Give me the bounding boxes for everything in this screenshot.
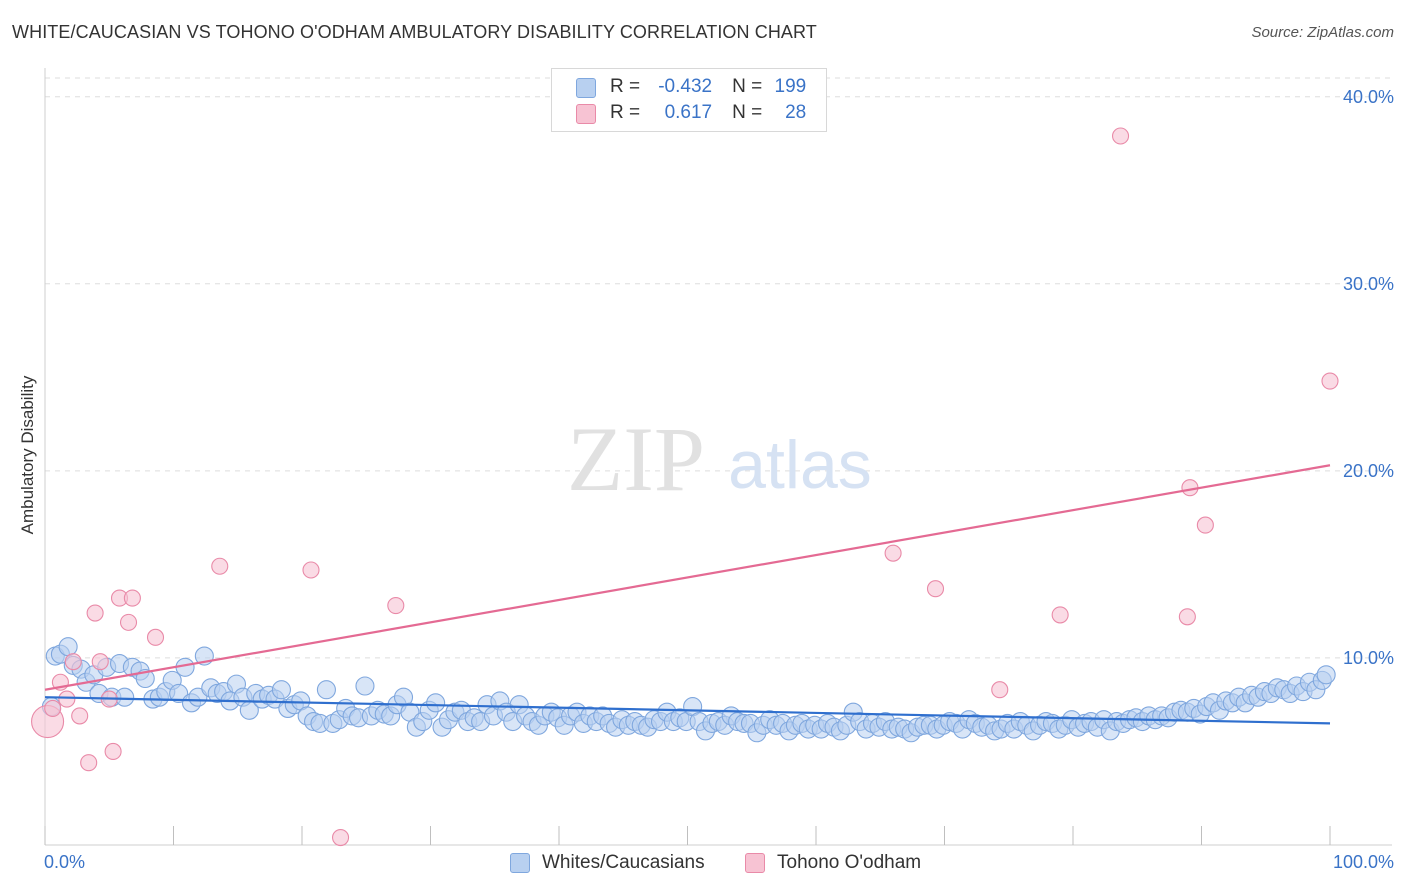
y-tick-label: 40.0% — [1342, 86, 1394, 107]
y-tick-label: 10.0% — [1342, 647, 1394, 668]
y-tick-label: 30.0% — [1342, 273, 1394, 294]
y-tick-label: 20.0% — [1342, 460, 1394, 481]
legend-r-value: 0.617 — [664, 102, 713, 123]
gridlines — [45, 77, 1392, 659]
bottom-legend-label-whites: Whites/Caucasians — [542, 852, 705, 873]
x-tick-label-min: 0.0% — [44, 852, 86, 872]
legend-r-label: R = — [610, 76, 641, 97]
point-whites — [316, 680, 336, 700]
point-whites — [58, 637, 78, 657]
point-tohono — [58, 690, 76, 708]
point-tohono — [91, 653, 109, 671]
point-tohono — [119, 613, 138, 631]
watermark-zip: ZIP — [567, 408, 705, 510]
bottom-legend-swatch-whites — [510, 853, 530, 873]
legend-swatch-whites — [576, 78, 596, 98]
legend-r-value: -0.432 — [658, 76, 713, 97]
point-tohono — [1321, 372, 1339, 390]
bottom-legend-swatch-tohono — [745, 853, 765, 873]
chart-title: WHITE/CAUCASIAN VS TOHONO O'ODHAM AMBULA… — [12, 22, 817, 42]
y-axis-label: Ambulatory Disability — [18, 375, 37, 535]
bottom-legend-whites: Whites/Caucasians — [510, 852, 705, 874]
point-tohono — [387, 596, 405, 615]
legend-swatch-tohono — [576, 104, 596, 124]
point-tohono — [884, 544, 902, 562]
legend-r-label: R = — [610, 102, 641, 123]
point-tohono — [64, 653, 82, 671]
point-whites — [1316, 665, 1336, 685]
point-tohono — [123, 589, 141, 607]
point-tohono — [44, 699, 62, 717]
trend-line-whites — [44, 696, 1331, 725]
point-tohono — [1196, 516, 1214, 534]
point-whites — [188, 687, 208, 707]
point-whites — [426, 693, 446, 713]
legend-row-tohono: R = 0.617 N = 28 — [576, 101, 807, 125]
point-whites — [115, 687, 135, 707]
legend-row-whites: R = -0.432 N = 199 — [576, 75, 807, 99]
point-tohono — [80, 754, 98, 772]
point-tohono — [1111, 127, 1130, 145]
point-tohono — [331, 828, 350, 847]
legend-n-value: 28 — [785, 102, 807, 123]
legend-n-value: 199 — [774, 76, 807, 97]
trend-line-tohono — [44, 464, 1331, 691]
point-whites — [169, 683, 189, 704]
source-label: Source: ZipAtlas.com — [1251, 24, 1394, 41]
point-whites — [355, 676, 375, 696]
point-tohono — [104, 742, 122, 761]
legend-n-label: N = — [732, 76, 763, 97]
point-tohono — [71, 707, 89, 725]
point-tohono — [1051, 606, 1069, 624]
point-tohono — [302, 561, 320, 579]
point-tohono — [926, 580, 945, 598]
bottom-legend-label-tohono: Tohono O'odham — [777, 852, 922, 873]
point-whites — [271, 680, 291, 700]
watermark-atlas: atlas — [728, 427, 872, 503]
series-whites-points — [41, 637, 1336, 743]
legend-n-label: N = — [732, 102, 763, 123]
point-tohono — [1178, 608, 1196, 626]
point-tohono — [991, 681, 1009, 699]
bottom-legend-tohono: Tohono O'odham — [745, 852, 921, 874]
point-tohono — [211, 557, 229, 575]
point-tohono — [86, 604, 104, 622]
point-tohono — [146, 628, 165, 646]
x-tick-label-max: 100.0% — [1332, 852, 1394, 872]
correlation-legend: R = -0.432 N = 199 R = 0.617 N = 28 — [551, 68, 827, 132]
watermark: ZIP atlas — [567, 408, 872, 510]
trend-lines — [44, 464, 1331, 725]
